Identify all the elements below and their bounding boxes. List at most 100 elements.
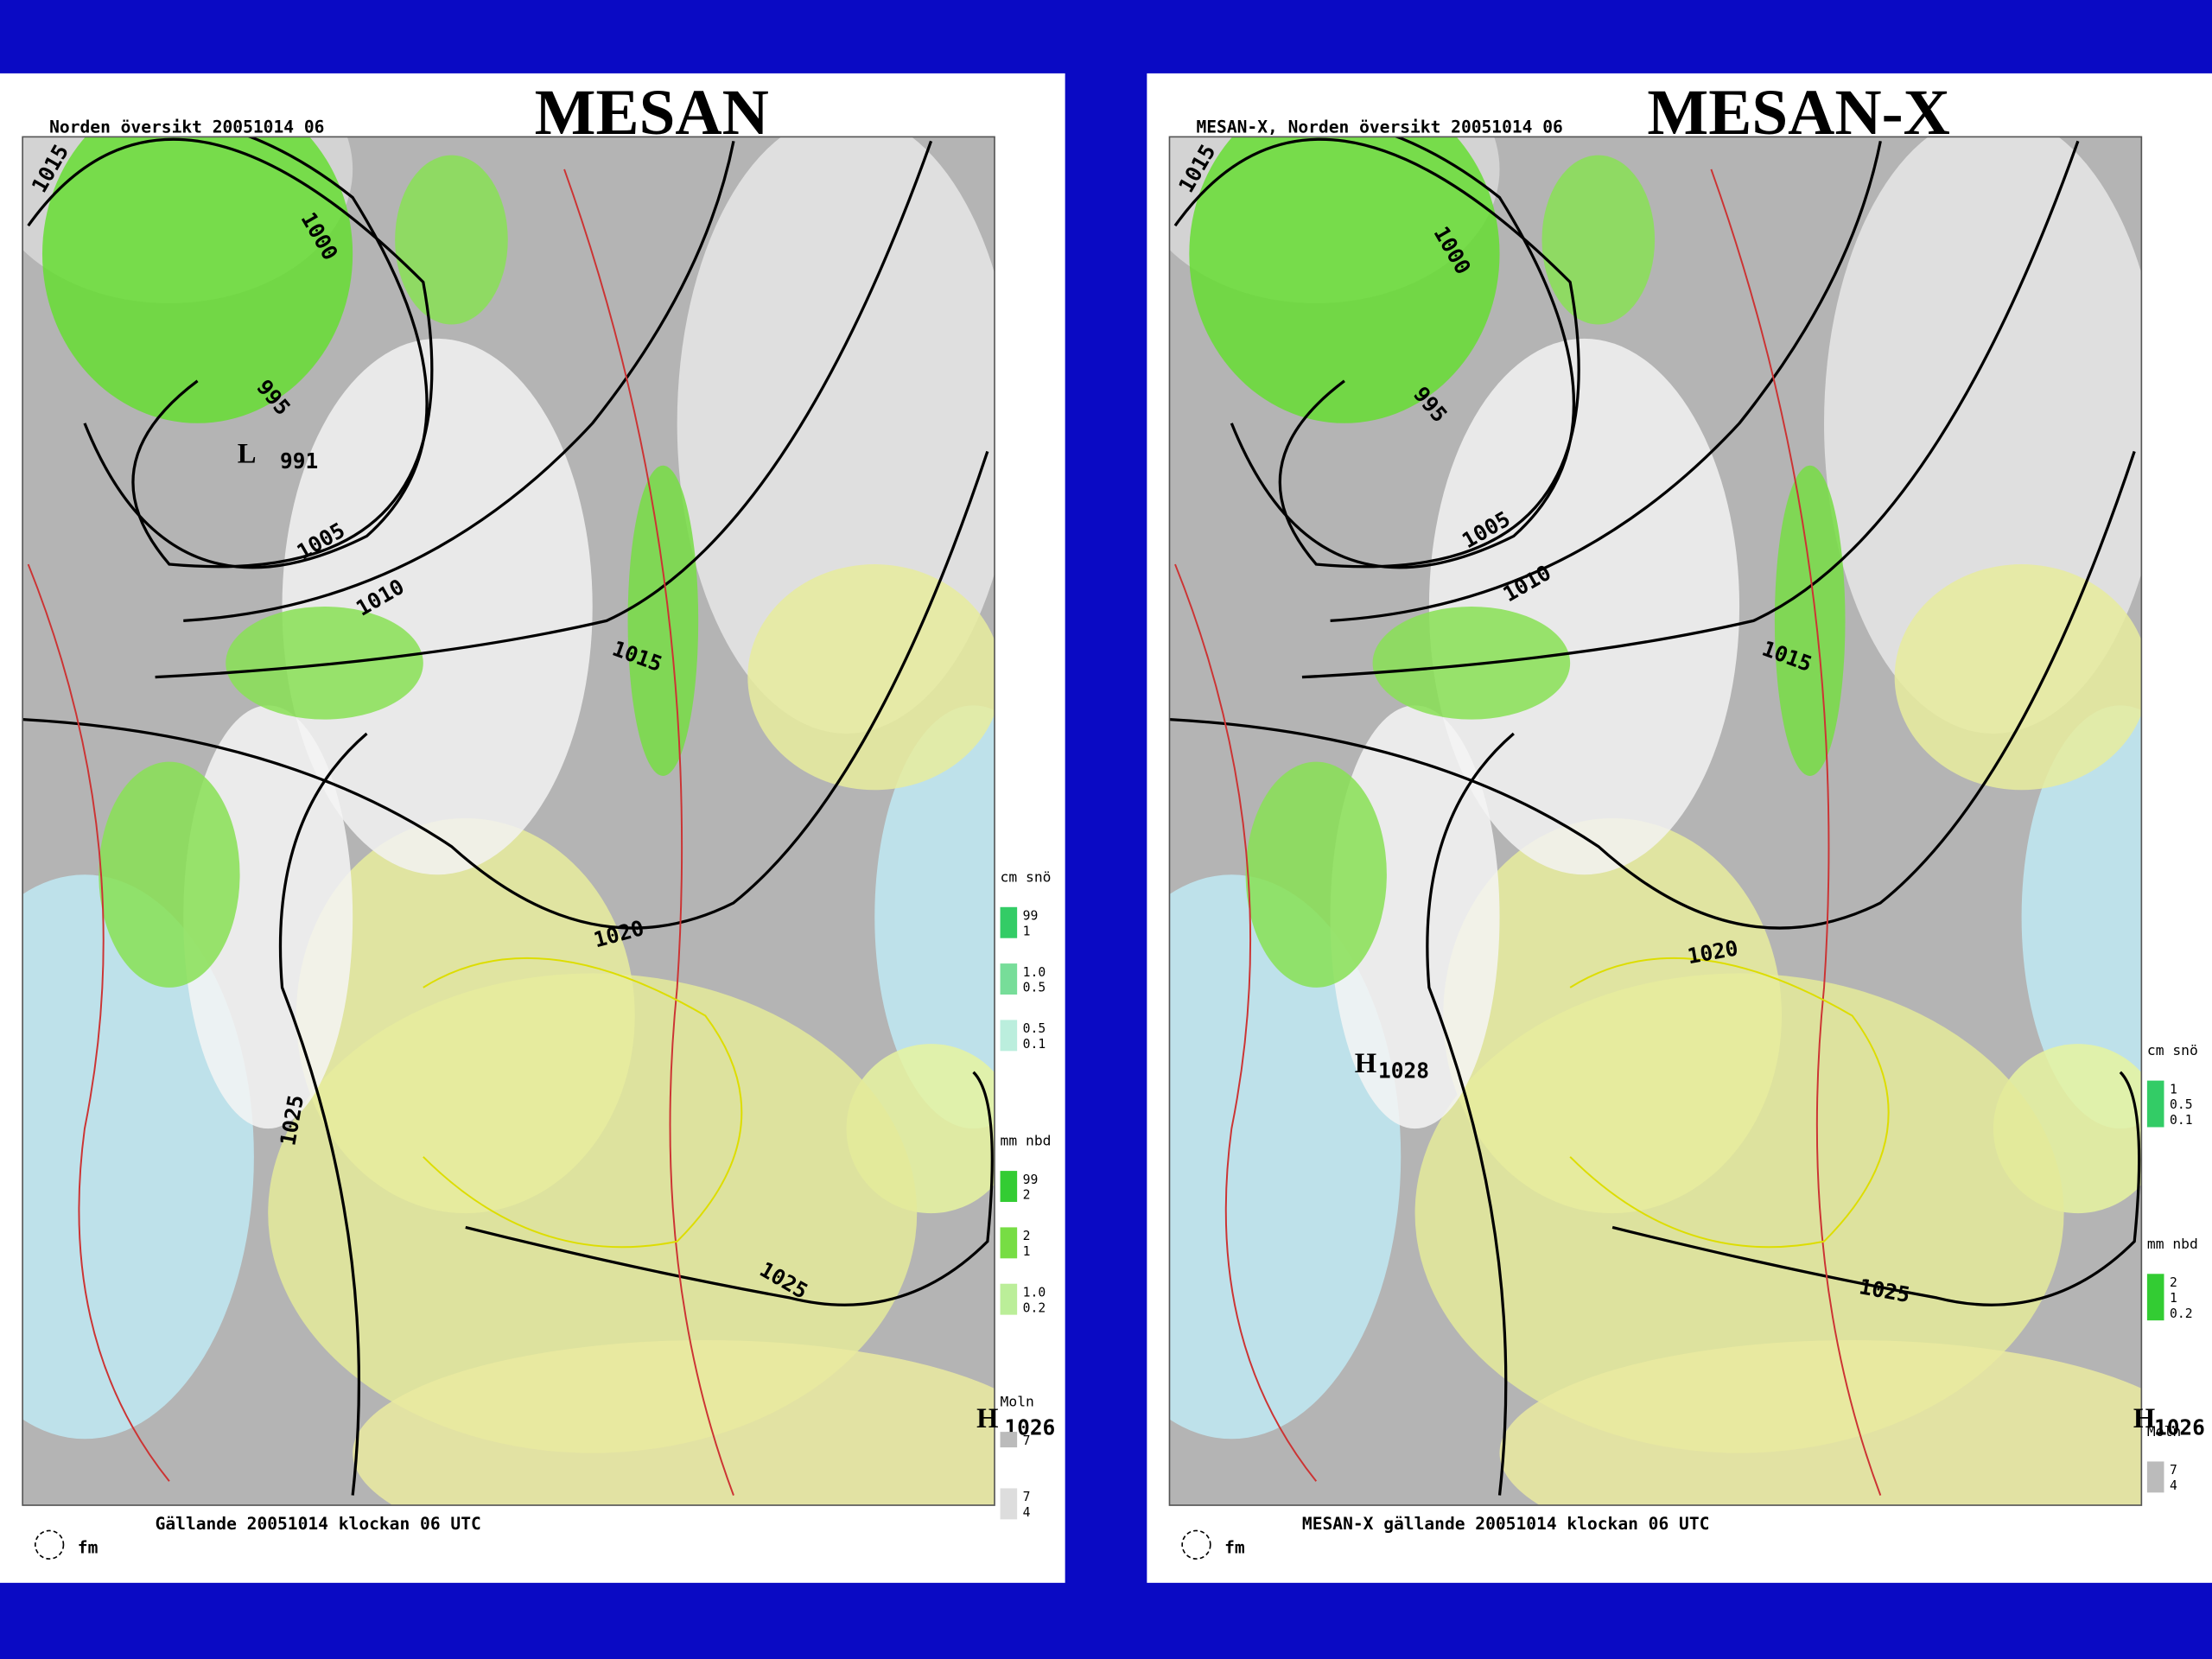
map-shading	[1372, 607, 1571, 720]
legend-label: 1.0	[1023, 965, 1046, 980]
legend-label: 2	[2170, 1275, 2177, 1290]
legend-title: Moln	[2147, 1423, 2181, 1440]
legend-label: 7	[1023, 1490, 1031, 1504]
legend-label: 0.1	[1023, 1037, 1046, 1052]
map-shading	[1499, 1340, 2142, 1506]
legend-label: 0.5	[1023, 1021, 1046, 1036]
legend-label: 2	[1023, 1188, 1031, 1203]
logo-icon	[1181, 1529, 1211, 1560]
legend-title: cm snö	[2147, 1042, 2198, 1058]
legend-label: 1	[2170, 1082, 2177, 1096]
legend-label: 0.2	[2170, 1306, 2193, 1321]
panel: MESAN-X MESAN-X, Norden översikt 20051014…	[1147, 73, 2212, 1583]
isobar	[27, 563, 170, 1482]
isobar	[155, 140, 933, 679]
isobar	[83, 137, 429, 569]
map	[1169, 137, 2142, 1506]
legend-title: cm snö	[1001, 868, 1052, 885]
logo-text: fm	[1224, 1538, 1245, 1558]
isobar	[1174, 563, 1318, 1482]
legend-swatch	[2146, 1274, 2164, 1321]
map	[22, 137, 995, 1506]
map-shading	[1894, 564, 2142, 791]
legend-label: 1	[2170, 1291, 2177, 1306]
map-title: MESAN	[535, 77, 769, 149]
isobar	[1569, 957, 1890, 1249]
isobar	[1710, 168, 1882, 1496]
map-shading	[2021, 705, 2142, 1129]
legend-swatch	[1000, 963, 1018, 995]
isobar	[183, 140, 735, 622]
isobar-label: L	[238, 439, 257, 470]
isobar	[563, 168, 734, 1496]
isobar-label: H	[976, 1403, 998, 1434]
legend-swatch	[1000, 1488, 1018, 1520]
isobar	[278, 732, 368, 1496]
logo-text: fm	[78, 1538, 99, 1558]
legend-label: 99	[1023, 908, 1039, 923]
isobar	[1426, 732, 1515, 1496]
legend-swatch	[2146, 1080, 2164, 1128]
map-footer: MESAN-X gällande 20051014 klockan 06 UTC	[1302, 1514, 1709, 1534]
legend-swatch	[1000, 1020, 1018, 1052]
map-footer: Gällande 20051014 klockan 06 UTC	[156, 1514, 481, 1534]
map-title: MESAN-X	[1647, 77, 1949, 149]
isobar-label: 1028	[1378, 1058, 1429, 1083]
isobar	[465, 1071, 994, 1306]
legend-label: 7	[1023, 1433, 1031, 1448]
map-shading	[747, 564, 995, 791]
map-header: Norden översikt 20051014 06	[49, 117, 324, 137]
isobar	[1611, 1071, 2141, 1306]
map-shading	[99, 761, 240, 988]
map-header: MESAN-X, Norden översikt 20051014 06	[1196, 117, 1562, 137]
map-shading	[353, 1340, 995, 1506]
map-shading	[42, 137, 353, 423]
legend-title: Moln	[1001, 1394, 1034, 1410]
legend-swatch	[2146, 1461, 2164, 1493]
legend-label: 7	[2170, 1463, 2177, 1478]
legend-swatch	[1000, 906, 1018, 938]
legend-title: mm nbd	[2147, 1236, 2198, 1252]
isobar	[423, 957, 743, 1249]
isobar	[1330, 140, 1882, 622]
isobar-label: 1026	[2154, 1414, 2205, 1440]
legend-label: 0.5	[1023, 981, 1046, 995]
panel: MESAN Norden översikt 20051014 06 Gällande…	[0, 73, 1065, 1583]
legend-swatch	[1000, 1432, 1018, 1448]
legend-label: 99	[1023, 1173, 1039, 1187]
map-shading	[296, 817, 635, 1214]
legend-label: 1	[1023, 1244, 1031, 1259]
legend-swatch	[1000, 1171, 1018, 1203]
legend-label: 4	[2170, 1478, 2177, 1493]
legend-label: 0.1	[2170, 1113, 2193, 1128]
isobar	[22, 450, 989, 930]
map-shading	[1443, 817, 1783, 1214]
legend-label: 0.5	[2170, 1097, 2193, 1112]
isobar-label: 991	[280, 448, 318, 474]
map-shading	[874, 705, 995, 1129]
legend-label: 4	[1023, 1505, 1031, 1520]
map-shading	[1541, 155, 1656, 325]
isobar-label: H	[2133, 1403, 2155, 1434]
legend-swatch	[1000, 1227, 1018, 1259]
map-frame	[1168, 136, 2143, 1506]
legend-title: mm nbd	[1001, 1133, 1052, 1149]
legend-swatch	[1000, 1283, 1018, 1315]
logo-icon	[35, 1529, 65, 1560]
map-shading	[1774, 465, 1846, 776]
isobar	[1301, 140, 2080, 679]
isobar	[1169, 450, 2136, 930]
map-shading	[395, 155, 508, 325]
legend-label: 1.0	[1023, 1285, 1046, 1300]
isobar-label: H	[1355, 1048, 1376, 1079]
map-shading	[1245, 761, 1387, 988]
map-frame	[22, 136, 995, 1506]
map-shading	[627, 465, 699, 776]
map-shading	[1189, 137, 1500, 423]
legend-label: 0.2	[1023, 1300, 1046, 1315]
legend-label: 1	[1023, 924, 1031, 938]
isobar	[1230, 137, 1575, 569]
map-shading	[226, 607, 423, 720]
